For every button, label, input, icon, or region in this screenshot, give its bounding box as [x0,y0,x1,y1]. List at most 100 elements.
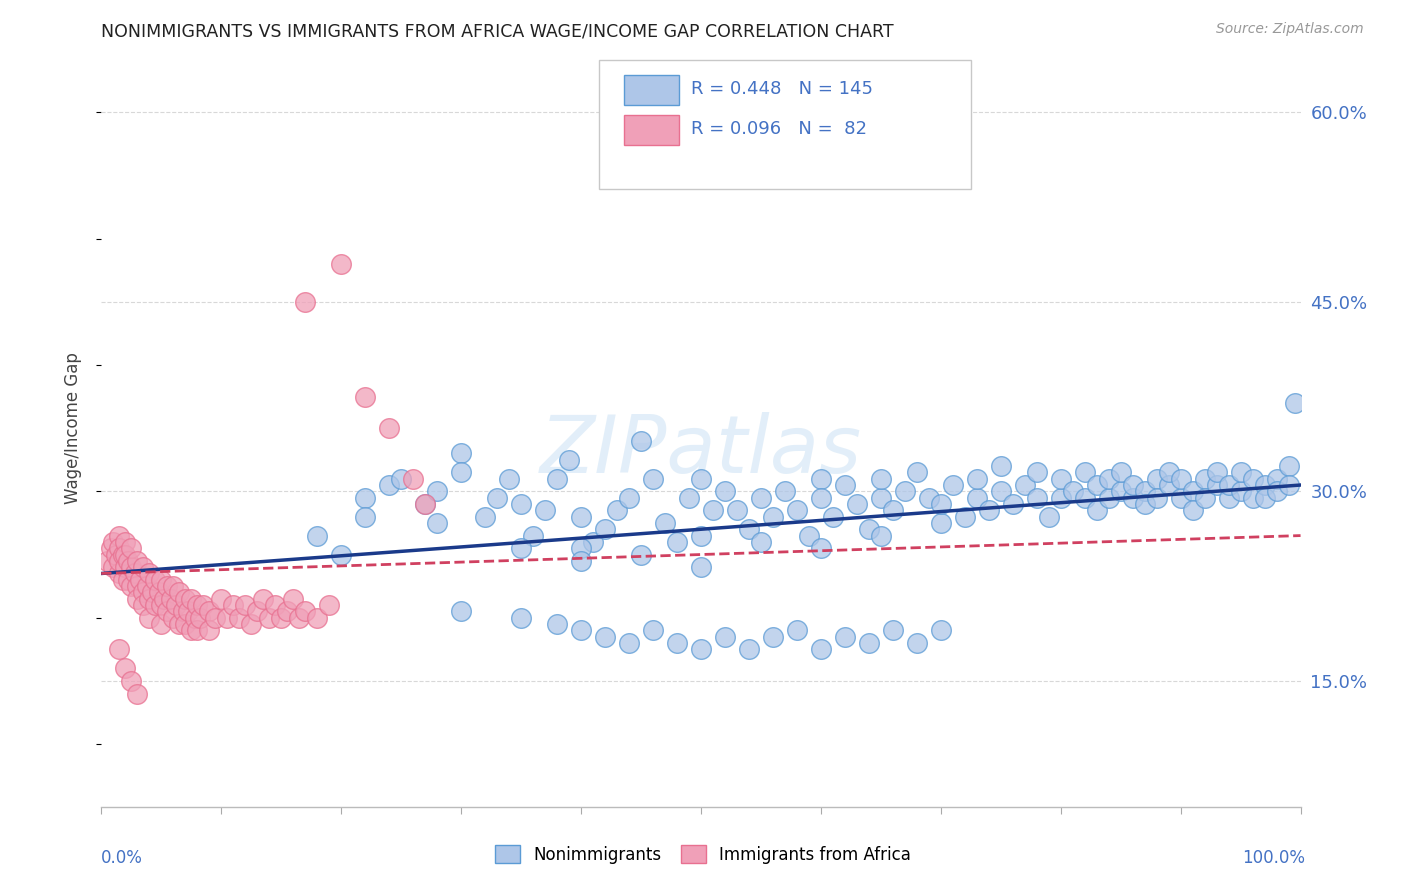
Point [138,591,160,606]
Point [990,459,1012,474]
Point [174,617,197,632]
Point [120,673,142,688]
Point [108,554,131,568]
Point [117,573,139,587]
Point [148,585,170,599]
Point [702,503,724,517]
Point [264,598,287,612]
Point [665,535,688,549]
Point [689,472,711,486]
Point [127,687,149,701]
Point [1146,472,1168,486]
Point [1277,478,1299,492]
Point [953,509,976,524]
Point [762,630,785,644]
Point [786,503,808,517]
Point [510,497,533,511]
Legend: Nonimmigrants, Immigrants from Africa: Nonimmigrants, Immigrants from Africa [488,838,918,871]
Point [165,598,187,612]
Point [246,604,269,618]
Point [678,491,700,505]
Point [966,491,988,505]
Point [1181,484,1204,499]
FancyBboxPatch shape [599,61,970,189]
Point [150,598,173,612]
Point [389,472,412,486]
Point [426,484,449,499]
Point [108,541,131,556]
Point [167,617,190,632]
Point [689,560,711,574]
Point [1218,491,1240,505]
Point [159,591,181,606]
Point [738,522,761,536]
Point [582,535,605,549]
Point [135,579,157,593]
Point [103,535,125,549]
Point [294,294,316,309]
Point [546,472,568,486]
Point [450,446,472,460]
Point [918,491,941,505]
Point [150,573,173,587]
Point [714,630,737,644]
Text: NONIMMIGRANTS VS IMMIGRANTS FROM AFRICA WAGE/INCOME GAP CORRELATION CHART: NONIMMIGRANTS VS IMMIGRANTS FROM AFRICA … [101,22,894,40]
Point [617,636,640,650]
Point [1253,478,1275,492]
Point [869,528,891,542]
Point [141,585,163,599]
Point [810,491,832,505]
Point [378,478,401,492]
Point [749,491,772,505]
Point [180,624,202,638]
Point [450,466,472,480]
Point [834,630,856,644]
Point [1098,491,1121,505]
Point [413,497,436,511]
Point [1194,491,1216,505]
Point [233,598,256,612]
Point [786,624,808,638]
Point [725,503,748,517]
Point [534,503,557,517]
Point [100,541,122,556]
Point [1133,497,1156,511]
Point [354,491,377,505]
Point [474,509,496,524]
Point [1133,484,1156,499]
Point [186,624,208,638]
Point [522,528,544,542]
Point [217,611,239,625]
Point [162,611,184,625]
Point [1157,466,1180,480]
Point [510,611,533,625]
Point [281,591,304,606]
Point [1265,484,1288,499]
Point [138,566,160,581]
Point [990,484,1012,499]
Point [1049,491,1071,505]
Point [120,560,142,574]
Point [1049,472,1071,486]
Point [378,421,401,435]
Point [665,636,688,650]
Point [127,591,149,606]
Point [1265,472,1288,486]
Point [1122,478,1144,492]
Point [821,509,844,524]
Point [156,579,179,593]
Point [510,541,533,556]
Point [1253,491,1275,505]
Text: R = 0.096   N =  82: R = 0.096 N = 82 [692,120,868,138]
Point [120,579,142,593]
Point [138,611,160,625]
Point [143,573,166,587]
Point [198,604,221,618]
Point [307,611,329,625]
Point [176,604,198,618]
Point [714,484,737,499]
Point [198,624,221,638]
Point [929,516,952,530]
Point [630,434,652,448]
Point [869,472,891,486]
